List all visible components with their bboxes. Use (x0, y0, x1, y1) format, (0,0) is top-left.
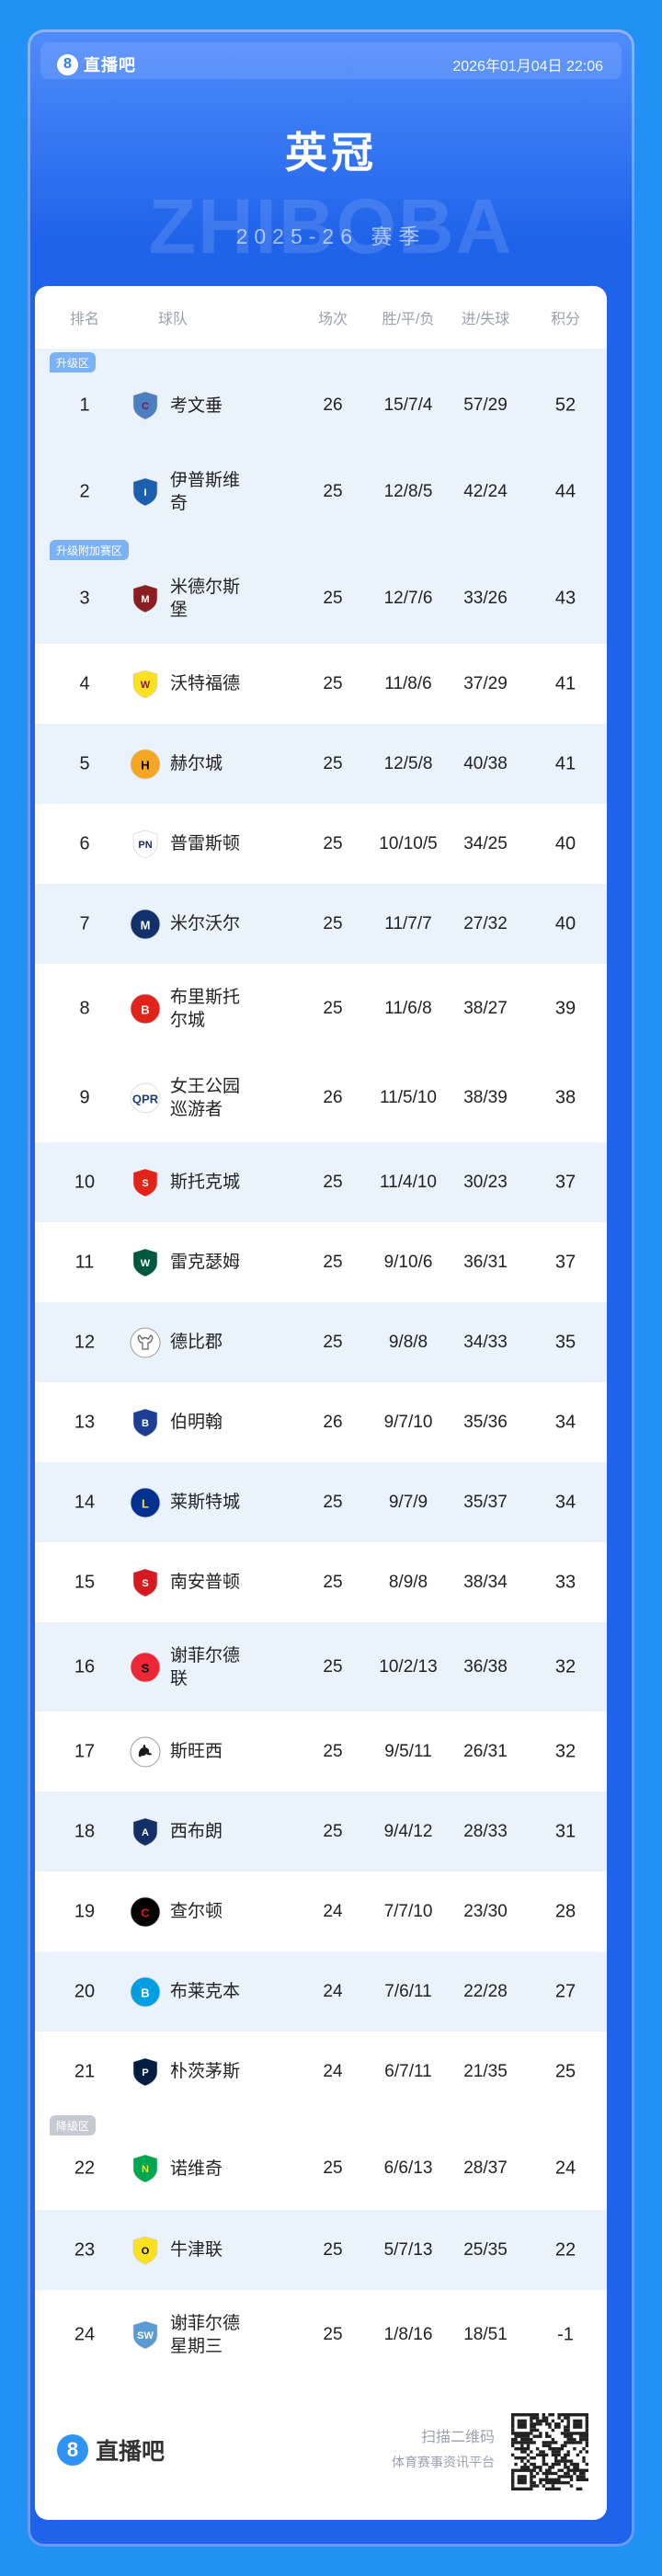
svg-text:S: S (142, 1178, 148, 1189)
svg-text:N: N (142, 2164, 149, 2175)
svg-text:O: O (142, 2246, 150, 2257)
svg-text:A: A (142, 1827, 149, 1838)
svg-text:S: S (142, 1661, 150, 1675)
svg-text:C: C (142, 401, 149, 412)
svg-text:L: L (142, 1496, 149, 1510)
svg-text:S: S (142, 1578, 148, 1589)
svg-text:M: M (141, 918, 151, 932)
svg-text:PN: PN (138, 840, 152, 851)
svg-text:M: M (141, 594, 149, 605)
svg-text:W: W (141, 1258, 151, 1269)
svg-text:I: I (143, 487, 146, 498)
svg-text:W: W (141, 680, 151, 691)
svg-text:B: B (141, 1986, 149, 1999)
svg-text:SW: SW (137, 2330, 154, 2341)
svg-text:H: H (141, 758, 149, 772)
svg-text:P: P (142, 2067, 148, 2078)
svg-text:QPR: QPR (132, 1092, 159, 1105)
svg-text:C: C (141, 1906, 150, 1919)
svg-text:B: B (142, 1418, 149, 1429)
svg-text:B: B (141, 1002, 149, 1016)
